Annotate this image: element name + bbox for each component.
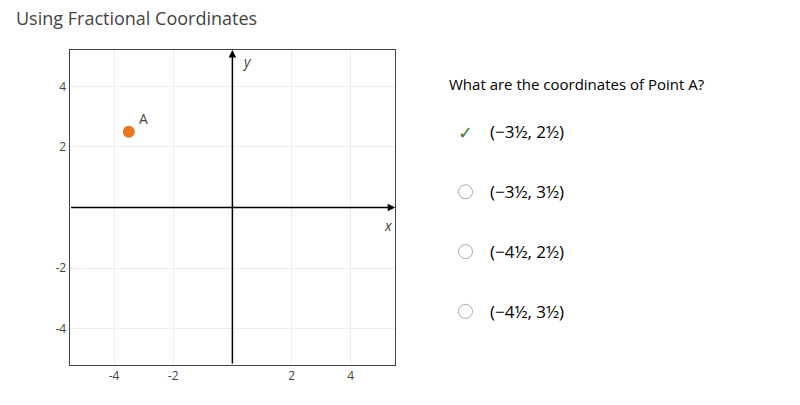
svg-text:(−3½, 3½): (−3½, 3½)	[490, 180, 564, 203]
svg-text:4: 4	[59, 78, 66, 95]
svg-text:What are the coordinates of Po: What are the coordinates of Point A?	[449, 74, 705, 94]
svg-text:x: x	[384, 216, 393, 235]
svg-text:(−4½, 2½): (−4½, 2½)	[490, 240, 564, 263]
svg-text:-2: -2	[168, 367, 179, 384]
svg-text:-4: -4	[55, 320, 66, 337]
svg-text:A: A	[139, 109, 148, 128]
svg-text:✓: ✓	[458, 120, 473, 144]
svg-text:(−4½, 3½): (−4½, 3½)	[490, 300, 564, 323]
svg-text:y: y	[242, 52, 252, 71]
svg-text:-4: -4	[109, 367, 120, 384]
svg-text:4: 4	[347, 367, 354, 384]
svg-text:Using Fractional Coordinates: Using Fractional Coordinates	[16, 6, 257, 30]
svg-text:2: 2	[288, 367, 295, 384]
svg-text:(−3½, 2½): (−3½, 2½)	[490, 120, 564, 143]
svg-text:-2: -2	[55, 259, 66, 276]
svg-text:2: 2	[59, 138, 66, 155]
